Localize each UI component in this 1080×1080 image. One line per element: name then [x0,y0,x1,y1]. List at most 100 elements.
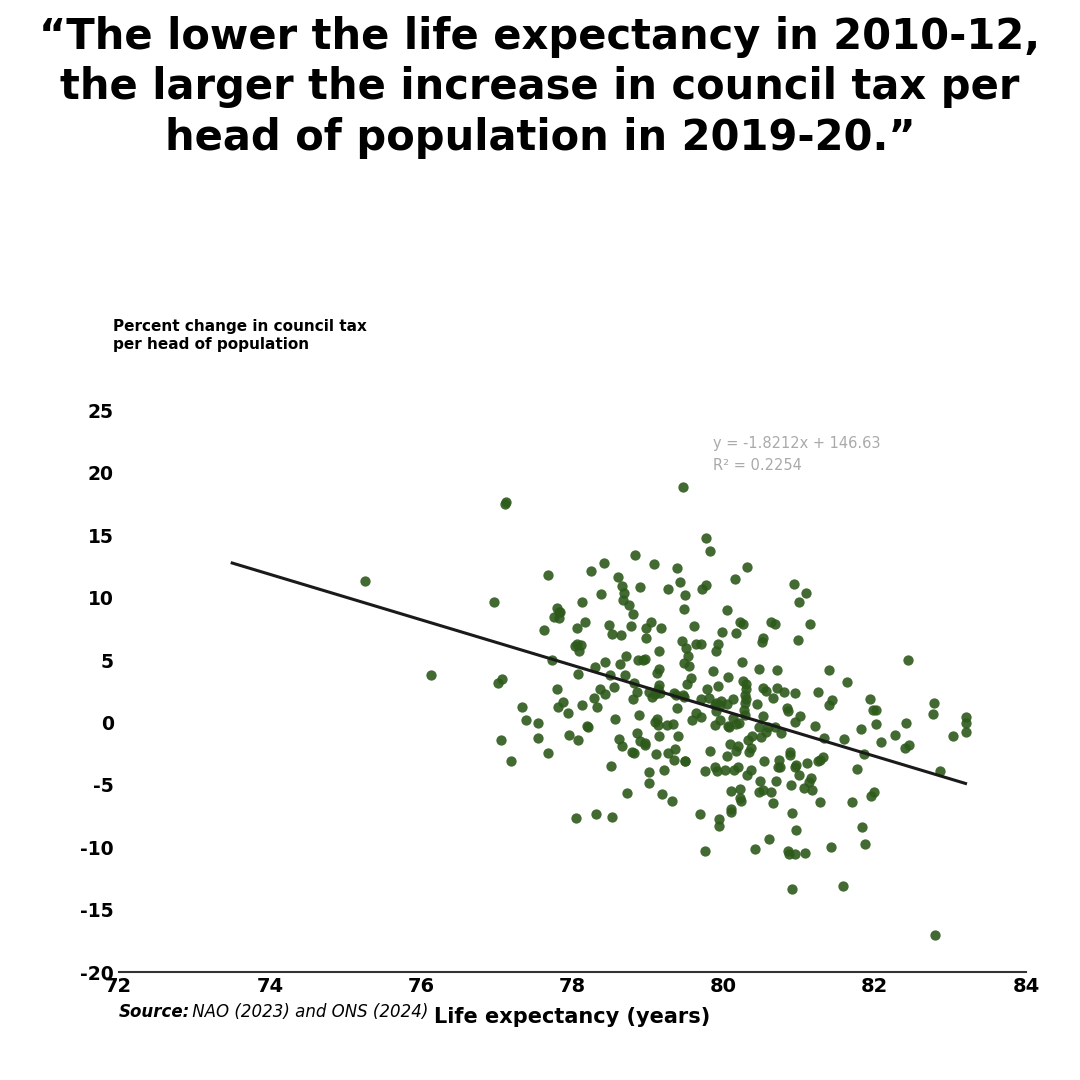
Point [497,494,514,511]
Point [675,654,692,672]
Point [667,699,685,716]
Point [536,622,553,639]
Point [625,744,643,761]
Point [927,926,944,943]
Point [592,680,609,698]
Point [422,666,440,684]
Point [767,772,784,789]
Point [636,737,653,754]
Text: NAO (2023) and ONS (2024): NAO (2023) and ONS (2024) [187,1002,428,1021]
Point [727,742,744,759]
Point [867,715,885,732]
Point [780,842,797,860]
Point [791,594,808,611]
Point [529,714,546,731]
Point [759,719,777,737]
Point [640,762,658,780]
Point [604,809,621,826]
Point [569,635,586,652]
Point [672,573,689,591]
Point [561,727,578,744]
Point [769,758,786,775]
Point [723,782,740,799]
Point [753,634,770,651]
Point [710,677,727,694]
Point [623,743,640,760]
Point [627,724,645,741]
Point [586,658,604,675]
Point [750,719,767,737]
Point [631,706,648,724]
Point [603,758,620,775]
Point [625,675,643,692]
Point [750,784,767,801]
Point [926,694,943,712]
Point [650,660,667,677]
Point [612,626,630,644]
Point [780,846,797,863]
Point [634,652,651,670]
Point [786,759,804,777]
Point [513,699,530,716]
Point [596,686,613,703]
Point [723,800,740,818]
Point [622,617,639,634]
Point [615,584,632,602]
Point [568,619,585,636]
Point [549,599,566,617]
Point [691,806,708,823]
Point [604,625,621,643]
Point [896,740,914,757]
Point [543,652,561,670]
Point [606,710,623,727]
Point [610,731,627,748]
Point [640,684,658,701]
Point [901,737,918,754]
Point [766,718,783,735]
Point [812,751,829,768]
Point [494,671,511,688]
Point [797,584,814,602]
Point [804,782,821,799]
Point [735,694,753,712]
Point [549,699,566,716]
Point [620,597,637,615]
Point [649,716,666,733]
Point [856,835,874,852]
Point [783,777,800,794]
Text: y = -1.8212x + 146.63
R² = 0.2254: y = -1.8212x + 146.63 R² = 0.2254 [713,435,880,473]
Point [595,554,612,571]
Point [656,761,673,779]
Point [814,748,832,766]
Point [704,663,721,680]
Point [738,690,755,707]
Point [867,701,885,718]
Point [568,810,585,827]
Point [815,729,833,746]
Point [778,700,795,717]
Point [693,581,711,598]
Point [569,731,586,748]
Point [734,672,752,689]
Point [714,623,731,640]
Point [615,591,632,608]
Point [787,684,805,701]
Point [753,728,770,745]
Point [667,687,685,704]
Text: “The lower the life expectancy in 2010-12,
the larger the increase in council ta: “The lower the life expectancy in 2010-1… [40,16,1040,159]
Point [770,752,787,769]
Point [666,740,684,757]
Point [957,714,974,731]
Point [356,572,374,590]
Point [718,696,735,713]
Point [783,880,800,897]
Point [692,635,710,652]
Point [675,600,692,618]
Point [539,567,556,584]
Point [743,740,760,757]
Point [738,558,755,576]
Point [712,697,729,714]
Point [852,720,869,738]
Point [636,650,653,667]
Point [887,727,904,744]
